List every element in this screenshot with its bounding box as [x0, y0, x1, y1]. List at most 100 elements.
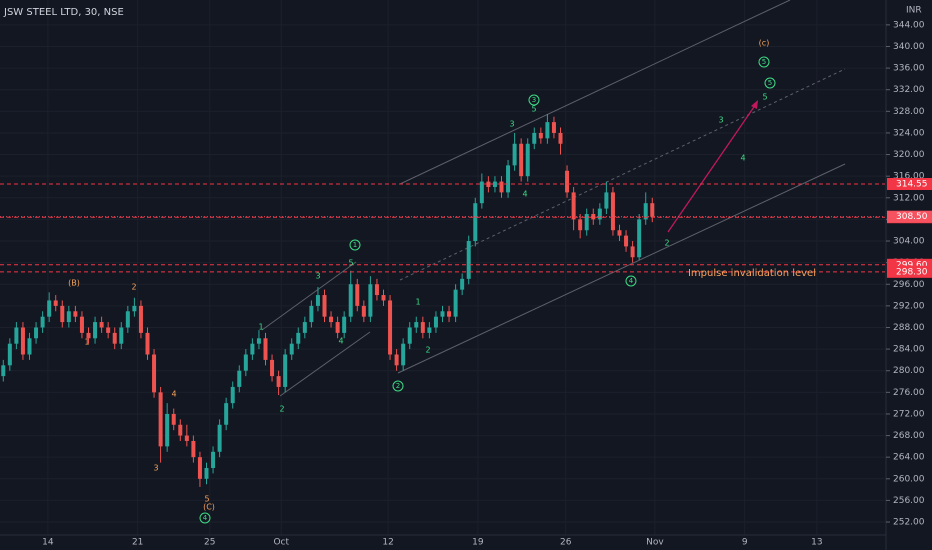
wave-label: 4 [629, 277, 634, 285]
candle-body [538, 132, 543, 139]
candle-body [433, 316, 438, 328]
candle-body [53, 300, 58, 306]
wave-label: 3 [315, 272, 320, 281]
candle-body [348, 284, 353, 317]
candle-body [283, 354, 288, 387]
wave-label: 2 [425, 346, 430, 355]
candle-body [617, 230, 622, 236]
candle-body [263, 338, 268, 360]
candle-body [335, 322, 340, 333]
candle-body [178, 424, 183, 436]
channel-lower [397, 163, 846, 374]
price-label: 314.55 [896, 180, 928, 190]
candle-body [394, 354, 399, 366]
candle-body [525, 143, 530, 177]
candle-body [407, 327, 412, 344]
candle-body [211, 451, 216, 468]
wave-label: (c) [759, 39, 770, 48]
wave-label: 5 [204, 495, 209, 504]
candle-body [27, 338, 32, 355]
channel-upper [399, 0, 791, 185]
candle-body [453, 289, 458, 317]
candle-body [184, 435, 189, 441]
trendlines [261, 0, 846, 397]
wave-label: 3 [509, 120, 514, 129]
candle-body [34, 327, 39, 339]
x-tick-label: 25 [204, 538, 215, 548]
candle-body [93, 322, 98, 339]
candle-body [584, 214, 589, 231]
candle-body [138, 305, 143, 333]
candle-body [486, 181, 491, 187]
candle-body [230, 386, 235, 404]
candle-body [460, 278, 465, 290]
y-tick-label: 288.00 [893, 323, 925, 333]
candle-body [610, 192, 615, 231]
candle-body [125, 311, 130, 328]
wave-label: 5 [762, 93, 767, 102]
wave-label: Impulse invalidation level [688, 268, 816, 279]
wave-label: 5 [762, 58, 766, 66]
wave-circle [625, 275, 637, 287]
y-tick-label: 280.00 [893, 366, 925, 376]
wave-label: 5 [531, 105, 536, 114]
y-tick-label: 276.00 [893, 388, 925, 398]
candle-body [191, 440, 196, 458]
candle-body [630, 246, 635, 258]
candle-body [591, 214, 596, 220]
candle-body [440, 311, 445, 317]
candle-body [427, 327, 432, 333]
wave-label: (B) [68, 279, 80, 288]
y-tick-label: 336.00 [893, 64, 925, 74]
price-label-box [887, 265, 932, 278]
candle-body [158, 392, 163, 447]
y-tick-label: 312.00 [893, 193, 925, 203]
candle-body [401, 343, 406, 366]
forecast-arrowhead [751, 100, 758, 109]
candle-body [355, 284, 360, 306]
candle-body [466, 241, 471, 279]
wave-label: 1 [415, 298, 420, 307]
candle-body [571, 192, 576, 220]
candle-body [512, 143, 517, 166]
candle-body [66, 311, 71, 323]
wave-label: 4 [740, 154, 745, 163]
y-tick-label: 316.00 [893, 172, 925, 182]
wave-label: 3 [532, 96, 536, 104]
y-tick-label: 296.00 [893, 280, 925, 290]
wave-label: 2 [131, 283, 136, 292]
candle-body [119, 327, 124, 344]
wave-circle [392, 380, 404, 392]
small-channel-lower [279, 331, 371, 397]
forecast-arrow [667, 103, 757, 233]
candle-body [473, 203, 478, 242]
y-tick-label: 328.00 [893, 107, 925, 117]
candle-body [145, 332, 150, 355]
candle-body [551, 122, 556, 133]
candle-body [256, 338, 261, 344]
x-tick-label: 9 [742, 538, 748, 548]
wave-circle [758, 56, 770, 68]
wave-label: 1 [84, 338, 89, 347]
candle-body [276, 376, 281, 387]
candle-body [99, 322, 104, 328]
x-tick-label: Nov [646, 538, 664, 548]
wave-circle [349, 239, 361, 251]
candle-body [204, 467, 209, 479]
candle-body [270, 359, 275, 377]
candle-body [1, 365, 6, 377]
wave-label: 4 [522, 190, 527, 199]
price-label-box [887, 210, 932, 223]
candle-body [315, 295, 320, 306]
wave-label: 3 [153, 464, 158, 473]
y-tick-label: 256.00 [893, 496, 925, 506]
x-tick-label: 14 [42, 538, 54, 548]
small-channel-upper [261, 261, 357, 331]
y-tick-label: 272.00 [893, 409, 925, 419]
y-tick-label: 340.00 [893, 42, 925, 52]
candle-body [243, 354, 248, 371]
candle-body [224, 403, 229, 425]
wave-label: 4 [171, 390, 176, 399]
y-tick-label: 260.00 [893, 474, 925, 484]
candle-body [506, 165, 511, 193]
